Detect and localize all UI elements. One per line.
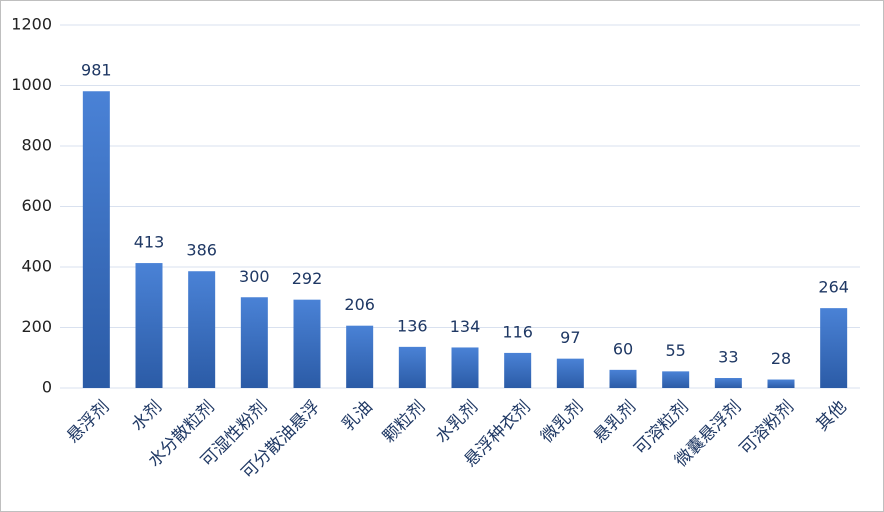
value-label: 33 [718,348,738,367]
value-label: 97 [560,328,580,347]
bar [135,263,163,388]
bar [188,271,216,388]
y-tick-label: 1200 [11,15,52,34]
y-tick-label: 1000 [11,75,52,94]
value-label: 55 [665,341,685,360]
value-label: 28 [771,349,791,368]
bar [556,358,584,388]
value-label: 60 [613,339,633,358]
y-tick-label: 600 [21,196,52,215]
value-label: 136 [397,316,428,335]
bar [240,297,268,388]
bar [767,379,795,388]
bar [346,325,374,388]
y-tick-label: 200 [21,317,52,336]
y-tick-label: 800 [21,136,52,155]
value-label: 206 [344,295,375,314]
bar [820,308,848,388]
bar [609,369,637,388]
value-label: 264 [818,278,849,297]
bar [662,371,690,388]
y-tick-label: 0 [42,378,52,397]
value-label: 134 [450,317,481,336]
bar [82,91,110,388]
bar [451,347,479,388]
value-label: 386 [186,241,217,260]
bar [504,352,532,388]
value-label: 981 [81,61,112,80]
y-tick-label: 400 [21,257,52,276]
value-label: 292 [292,269,323,288]
value-label: 116 [502,322,533,341]
bar [398,346,426,388]
value-label: 300 [239,267,270,286]
bar [293,299,321,388]
value-label: 413 [134,233,165,252]
bar [714,378,742,388]
